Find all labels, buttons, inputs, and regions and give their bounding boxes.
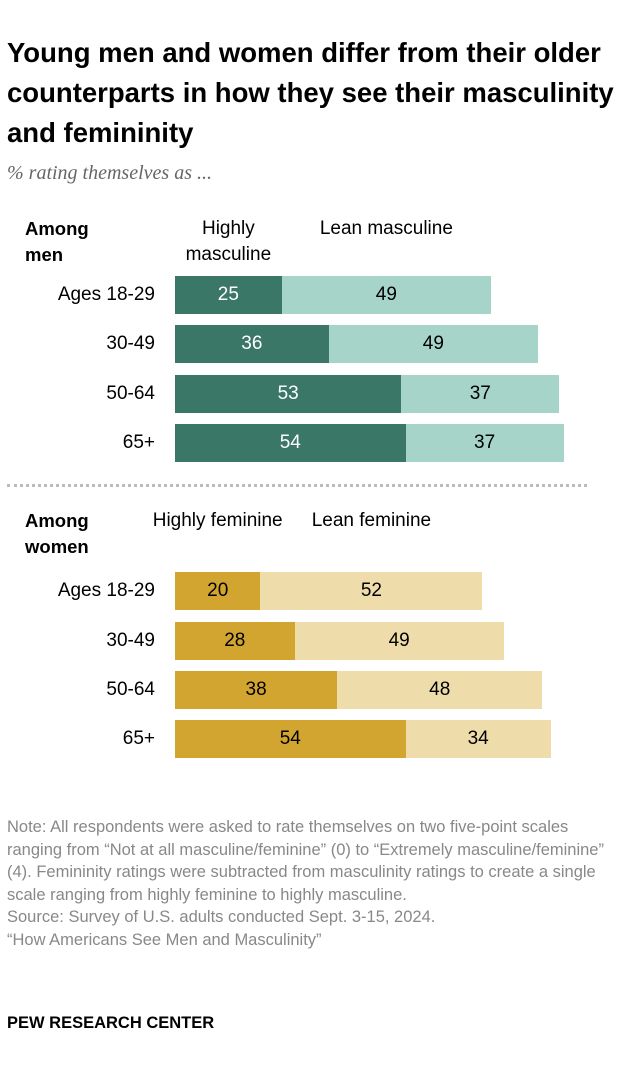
bar-women-high: 54 xyxy=(175,720,406,758)
bar-men-high: 53 xyxy=(175,375,402,413)
legend-men-1: Lean masculine xyxy=(319,218,453,239)
bar-men-lean: 49 xyxy=(281,276,491,314)
pew-logo: PEW RESEARCH CENTER xyxy=(7,1014,215,1032)
chart-title: Young men and women differ from their ol… xyxy=(7,37,614,148)
chart-subtitle: % rating themselves as ... xyxy=(7,162,212,184)
note-text: Note: All respondents were asked to rate… xyxy=(7,818,604,904)
notes: Note: All respondents were asked to rate… xyxy=(7,816,607,951)
men-group-label: Among men xyxy=(25,218,89,265)
women-group-label: Among women xyxy=(25,510,89,557)
row-label: 50-64 xyxy=(106,679,155,700)
row-label: 30-49 xyxy=(106,630,155,651)
bar-women-high: 20 xyxy=(175,572,261,610)
group-divider xyxy=(7,484,587,487)
bar-men-lean: 37 xyxy=(405,424,564,462)
bar-men-lean: 49 xyxy=(328,325,538,363)
row-label: 65+ xyxy=(122,728,155,749)
row-label: Ages 18-29 xyxy=(57,284,155,305)
row-label: 50-64 xyxy=(106,383,155,404)
bar-men-high: 25 xyxy=(175,276,282,314)
bar-men-high: 36 xyxy=(175,325,329,363)
row-label: Ages 18-29 xyxy=(57,580,155,601)
legend-men-0: Highly masculine xyxy=(185,218,272,265)
bar-women-high: 38 xyxy=(175,671,338,709)
bar-men-high: 54 xyxy=(175,424,406,462)
bar-women-lean: 48 xyxy=(337,671,543,709)
row-label: 30-49 xyxy=(106,333,155,354)
bar-women-lean: 52 xyxy=(260,572,483,610)
bar-women-lean: 49 xyxy=(294,622,504,660)
bar-women-high: 28 xyxy=(175,622,295,660)
legend-women-1: Lean feminine xyxy=(311,510,432,531)
source-text: Source: Survey of U.S. adults conducted … xyxy=(7,908,436,926)
legend-women-0: Highly feminine xyxy=(152,510,283,531)
report-title: “How Americans See Men and Masculinity” xyxy=(7,930,322,949)
bar-women-lean: 34 xyxy=(405,720,551,758)
bar-men-lean: 37 xyxy=(401,375,560,413)
row-label: 65+ xyxy=(122,432,155,453)
